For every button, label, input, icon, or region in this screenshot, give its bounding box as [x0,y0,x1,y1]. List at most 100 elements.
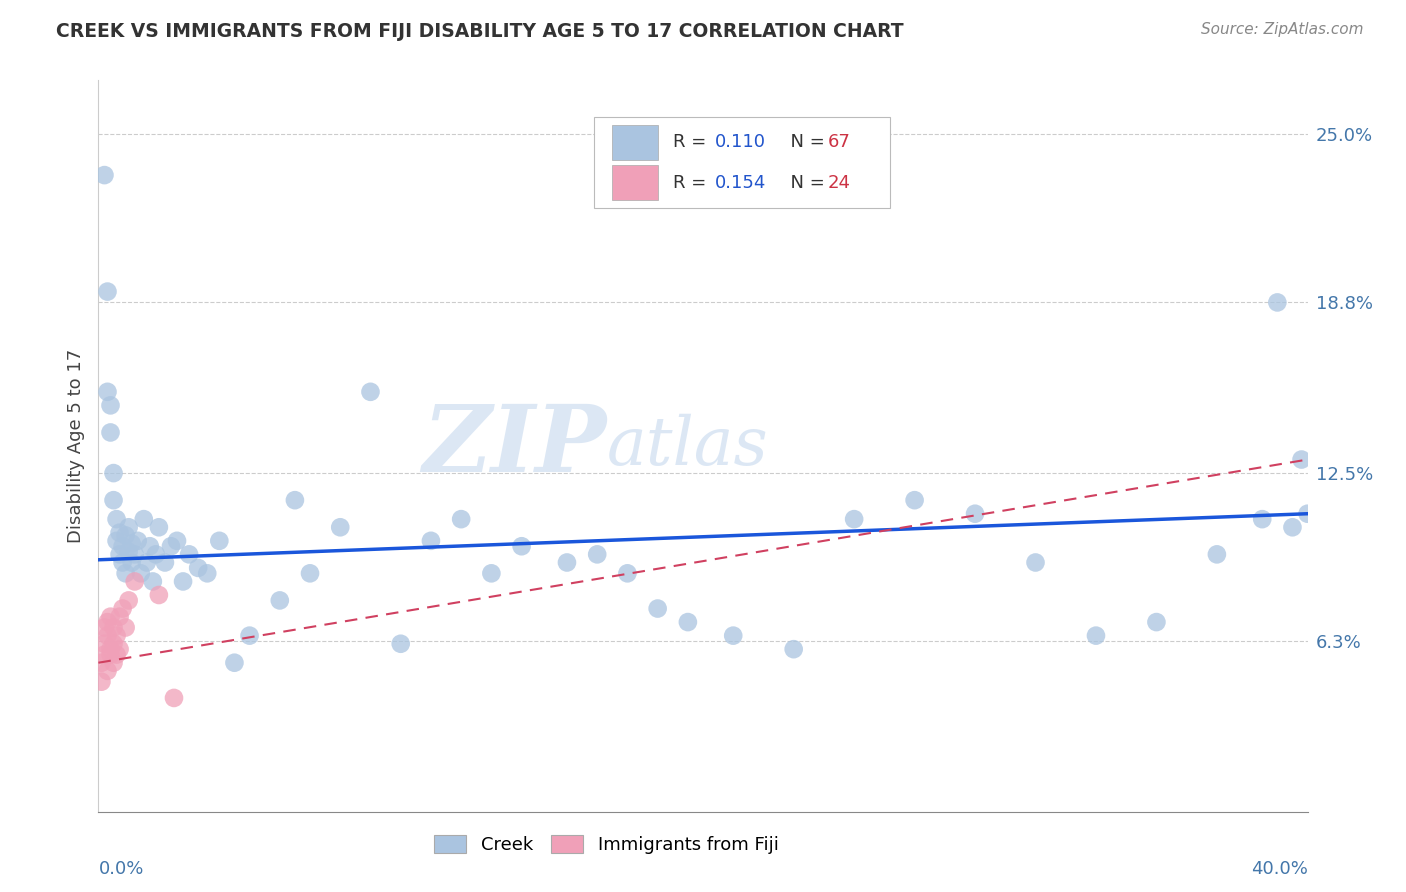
Point [111,601,134,615]
Point [148,520,170,534]
Point [90,656,112,670]
Point [904,493,927,508]
Point [160,539,183,553]
Point [100,609,122,624]
Point [124,574,146,589]
Text: atlas: atlas [606,413,768,479]
Y-axis label: Disability Age 5 to 17: Disability Age 5 to 17 [66,349,84,543]
Point [100,648,122,662]
Point [132,512,155,526]
Text: ZIP: ZIP [422,401,606,491]
FancyBboxPatch shape [613,125,658,160]
Point [166,533,188,548]
Point [93,168,115,182]
Point [103,493,125,508]
Text: 0.154: 0.154 [716,174,766,192]
Point [103,620,125,634]
Point [616,566,638,581]
FancyBboxPatch shape [613,165,658,200]
Text: N =: N = [779,174,831,192]
Point [723,629,745,643]
Text: 24: 24 [828,174,851,192]
Point [148,588,170,602]
Point [100,642,122,657]
Point [145,547,167,561]
Point [118,520,141,534]
Point [510,539,533,553]
Point [329,520,352,534]
Point [153,556,176,570]
Point [1024,556,1046,570]
Point [195,566,218,581]
Point [93,648,115,662]
Point [103,637,125,651]
Point [105,648,128,662]
Point [676,615,699,629]
FancyBboxPatch shape [595,117,890,209]
Point [1267,295,1289,310]
Point [114,528,136,542]
Point [96,664,118,678]
Point [208,533,231,548]
Text: N =: N = [779,134,831,152]
Point [844,512,866,526]
Point [1291,452,1313,467]
Point [96,285,118,299]
Point [108,642,131,657]
Point [187,561,209,575]
Point [239,629,262,643]
Point [783,642,806,657]
Point [93,637,115,651]
Point [360,384,382,399]
Point [142,574,165,589]
Point [111,539,134,553]
Point [103,656,125,670]
Point [103,466,125,480]
Point [1251,512,1274,526]
Text: Source: ZipAtlas.com: Source: ZipAtlas.com [1201,22,1364,37]
Point [224,656,246,670]
Text: 67: 67 [828,134,851,152]
Point [1296,507,1319,521]
Point [100,398,122,412]
Point [647,601,669,615]
Text: 40.0%: 40.0% [1251,861,1308,879]
Point [269,593,291,607]
Point [555,556,578,570]
Point [481,566,503,581]
Text: R =: R = [672,134,711,152]
Point [108,547,131,561]
Point [1085,629,1108,643]
Text: R =: R = [672,174,711,192]
Point [111,556,134,570]
Point [450,512,472,526]
Point [179,547,201,561]
Text: 0.0%: 0.0% [98,861,143,879]
Point [1281,520,1303,534]
Point [284,493,307,508]
Point [108,609,131,624]
Point [93,620,115,634]
Point [114,566,136,581]
Point [118,544,141,558]
Point [121,556,143,570]
Point [96,629,118,643]
Point [139,539,162,553]
Point [420,533,443,548]
Point [1144,615,1167,629]
Text: CREEK VS IMMIGRANTS FROM FIJI DISABILITY AGE 5 TO 17 CORRELATION CHART: CREEK VS IMMIGRANTS FROM FIJI DISABILITY… [56,22,904,41]
Point [118,593,141,607]
Point [121,536,143,550]
Point [135,556,157,570]
Point [105,533,128,548]
Point [389,637,412,651]
Point [124,547,146,561]
Point [105,629,128,643]
Point [586,547,609,561]
Point [90,674,112,689]
Text: 0.110: 0.110 [716,134,766,152]
Point [96,384,118,399]
Point [127,533,149,548]
Legend: Creek, Immigrants from Fiji: Creek, Immigrants from Fiji [433,835,779,854]
Point [299,566,322,581]
